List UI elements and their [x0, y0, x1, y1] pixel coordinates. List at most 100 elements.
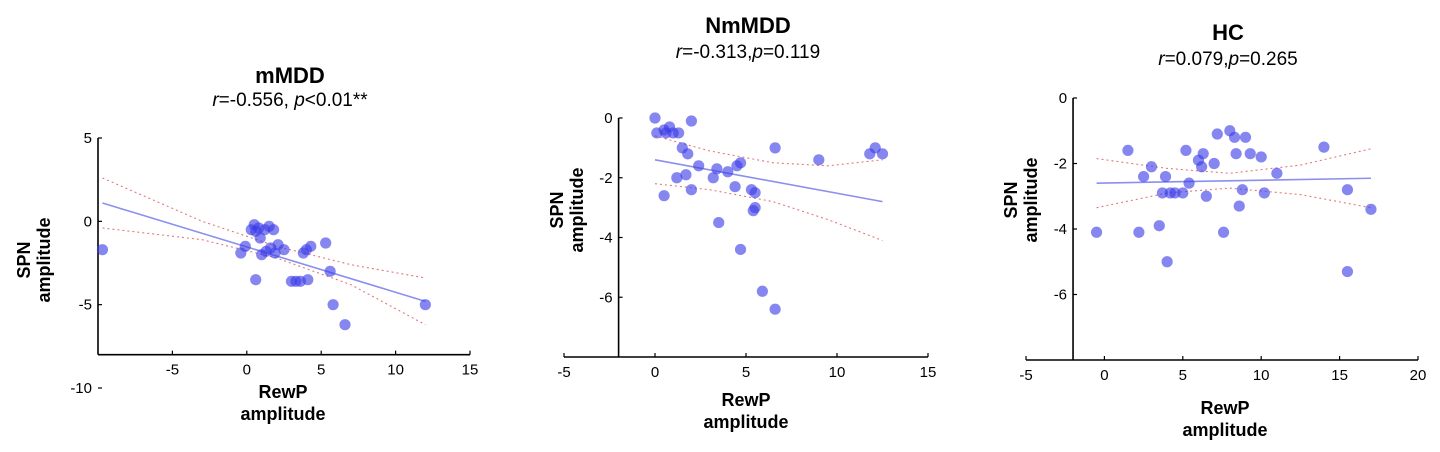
x-tick-label: 15	[920, 364, 937, 381]
y-axis-label-line-2: amplitude	[567, 167, 587, 252]
data-point	[749, 202, 761, 214]
x-tick-label: 0	[243, 362, 251, 379]
stat-p-value: <0.01**	[305, 90, 368, 111]
data-point	[769, 303, 781, 315]
data-point	[1090, 226, 1103, 238]
data-point	[1169, 187, 1181, 199]
data-point	[673, 127, 685, 139]
x-tick-label: 0	[651, 364, 659, 381]
y-axis-label-line-2: amplitude	[1021, 157, 1041, 242]
data-point	[320, 237, 332, 249]
data-point	[1156, 187, 1169, 199]
data-point	[729, 181, 741, 193]
data-point	[769, 142, 781, 154]
data-point	[713, 216, 725, 229]
x-tick-label: -5	[1019, 367, 1032, 384]
data-point	[876, 148, 889, 160]
y-tick-label: 0	[1059, 90, 1067, 107]
data-point	[1183, 177, 1195, 189]
y-tick-label: -4	[599, 230, 612, 247]
data-point	[734, 157, 747, 169]
x-axis-label-line-2: amplitude	[240, 404, 325, 424]
x-tick-label: 5	[742, 364, 750, 381]
x-tick-label: 20	[1410, 367, 1427, 384]
stat-p-value: =0.265	[1239, 49, 1298, 70]
y-tick-label: -6	[599, 289, 612, 306]
panel-stat-line: r=0.079,p=0.265	[1158, 49, 1297, 70]
data-point	[685, 184, 698, 196]
x-axis-label-line-2: amplitude	[703, 412, 788, 432]
y-axis-label-line-1: SPN	[1001, 181, 1021, 218]
x-axis-label-line-1: RewP	[721, 390, 770, 410]
x-tick-label: -5	[557, 364, 570, 381]
data-point	[1177, 187, 1189, 199]
regression-line	[1096, 177, 1371, 184]
stat-p-symbol: p	[751, 42, 763, 63]
regression-line	[654, 159, 883, 203]
data-point	[707, 172, 719, 184]
data-point	[254, 232, 266, 244]
x-tick-label: 5	[317, 362, 325, 379]
data-point	[1161, 256, 1173, 268]
data-point	[813, 154, 825, 166]
data-point	[734, 243, 747, 256]
y-tick-label: 5	[84, 130, 92, 147]
ci-lower-band	[1096, 187, 1372, 209]
data-point	[327, 299, 339, 311]
data-point	[1271, 167, 1283, 179]
y-tick-label: -10	[70, 380, 92, 397]
data-point	[250, 274, 262, 286]
y-tick-label: -2	[599, 170, 612, 187]
panel-mmdd: mMDD r=-0.556, p<0.01** -5 0 5 10 15-10-505 …	[14, 63, 478, 424]
data-point	[1208, 157, 1220, 170]
y-tick-label: -4	[1054, 221, 1067, 238]
y-tick-label: -6	[1054, 287, 1067, 304]
x-axis-label-line-1: RewP	[1200, 398, 1249, 418]
data-point	[305, 240, 317, 252]
data-point	[1138, 171, 1150, 183]
data-point	[1153, 220, 1165, 232]
data-point	[756, 285, 768, 297]
data-point	[1211, 128, 1223, 140]
data-point	[1239, 131, 1252, 143]
x-axis-label-line-1: RewP	[258, 382, 307, 402]
panel-hc: HC r=0.079,p=0.265 -5 0 5 10 15 20 -6 -4 -2 0 Rew…	[1001, 20, 1426, 440]
data-point	[1255, 151, 1267, 163]
data-point	[1230, 148, 1242, 160]
data-point	[1228, 131, 1241, 143]
x-tick-label: -5	[166, 362, 179, 379]
y-tick-label: 0	[604, 110, 612, 127]
data-point	[1159, 171, 1172, 183]
stat-r-value: =-0.313,	[682, 42, 752, 63]
data-point	[1244, 148, 1256, 160]
data-point	[302, 274, 314, 286]
plot-area: -5 0 5 10 15 -10 -5 0 5	[70, 130, 478, 397]
data-point	[1200, 190, 1212, 202]
data-point	[711, 163, 723, 175]
data-point	[1122, 144, 1134, 156]
x-tick-label: 10	[387, 362, 404, 379]
stat-r-symbol: r	[212, 90, 219, 111]
y-axis-label-line-1: SPN	[547, 191, 567, 228]
x-tick-label: 0	[1100, 367, 1108, 384]
panel-title: HC	[1212, 20, 1244, 45]
data-point	[680, 169, 692, 181]
y-tick-label: 0	[84, 213, 92, 230]
plot-area: -5 0 5 10 15 20 -6 -4 -2 0	[1019, 90, 1426, 384]
y-tick-label: -5	[79, 297, 92, 314]
data-point	[1341, 265, 1354, 278]
data-point	[1236, 184, 1248, 196]
data-point	[685, 115, 698, 127]
data-point	[324, 265, 336, 277]
x-axis-label-line-2: amplitude	[1182, 420, 1267, 440]
data-point	[1365, 203, 1377, 215]
data-point	[1145, 161, 1158, 173]
data-point	[1258, 187, 1270, 199]
stat-r-value: =0.079,	[1165, 49, 1229, 70]
data-point	[671, 172, 683, 184]
data-point	[1233, 200, 1245, 212]
stat-r-symbol: r	[1158, 49, 1165, 70]
stat-r-symbol: r	[676, 42, 683, 63]
stat-p-symbol: p	[1228, 49, 1240, 70]
